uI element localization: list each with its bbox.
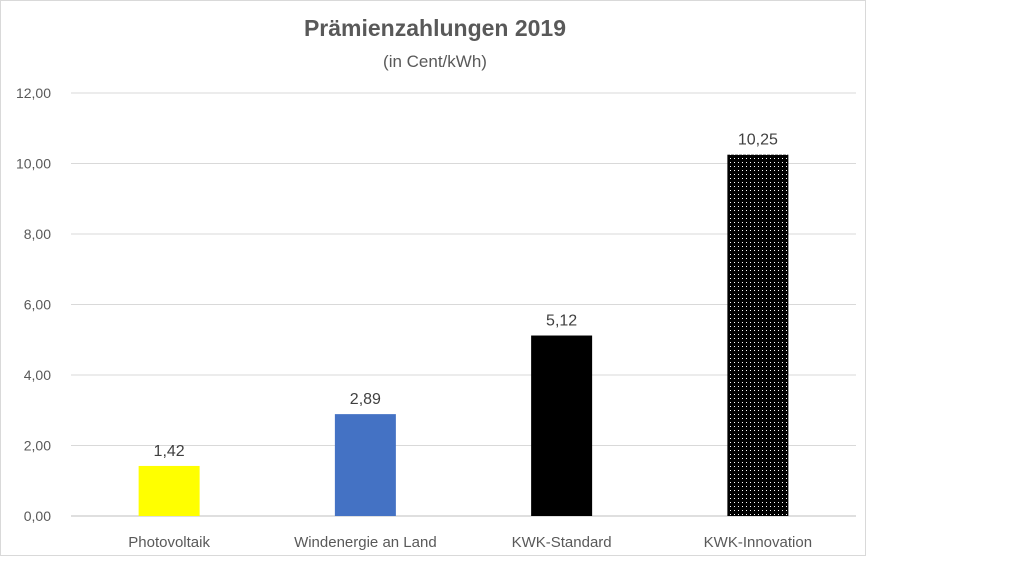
category-label: Windenergie an Land [294, 534, 437, 551]
y-tick-label: 0,00 [24, 508, 51, 524]
gridlines [71, 92, 856, 517]
y-axis-ticks: 0,00 2,00 4,00 6,00 8,00 10,00 12,00 [16, 85, 51, 524]
bar-kwk-innovation [727, 154, 789, 516]
data-label: 10,25 [738, 132, 778, 149]
category-label: KWK-Innovation [704, 534, 812, 551]
y-tick-label: 12,00 [16, 85, 51, 101]
bar-photovoltaik [138, 465, 200, 516]
y-tick-label: 8,00 [24, 226, 51, 242]
y-tick-label: 2,00 [24, 438, 51, 454]
data-label: 5,12 [546, 313, 577, 330]
category-label: Photovoltaik [128, 534, 210, 551]
x-axis-categories: Photovoltaik Windenergie an Land KWK-Stand… [128, 534, 812, 551]
chart-frame: Prämienzahlungen 2019 (in Cent/kWh) 0,00… [0, 0, 866, 556]
y-tick-label: 10,00 [16, 156, 51, 172]
data-labels: 1,42 2,89 5,12 10,25 [154, 132, 778, 460]
data-label: 2,89 [350, 391, 381, 408]
bar-kwk-standard [531, 335, 593, 516]
bars [138, 154, 789, 516]
data-label: 1,42 [154, 443, 185, 460]
y-tick-label: 6,00 [24, 297, 51, 313]
category-label: KWK-Standard [512, 534, 612, 551]
chart-title: Prämienzahlungen 2019 [304, 15, 566, 41]
chart-subtitle: (in Cent/kWh) [383, 52, 487, 71]
bar-chart: Prämienzahlungen 2019 (in Cent/kWh) 0,00… [16, 15, 856, 551]
bar-windenergie-an-land [334, 414, 396, 516]
y-tick-label: 4,00 [24, 367, 51, 383]
